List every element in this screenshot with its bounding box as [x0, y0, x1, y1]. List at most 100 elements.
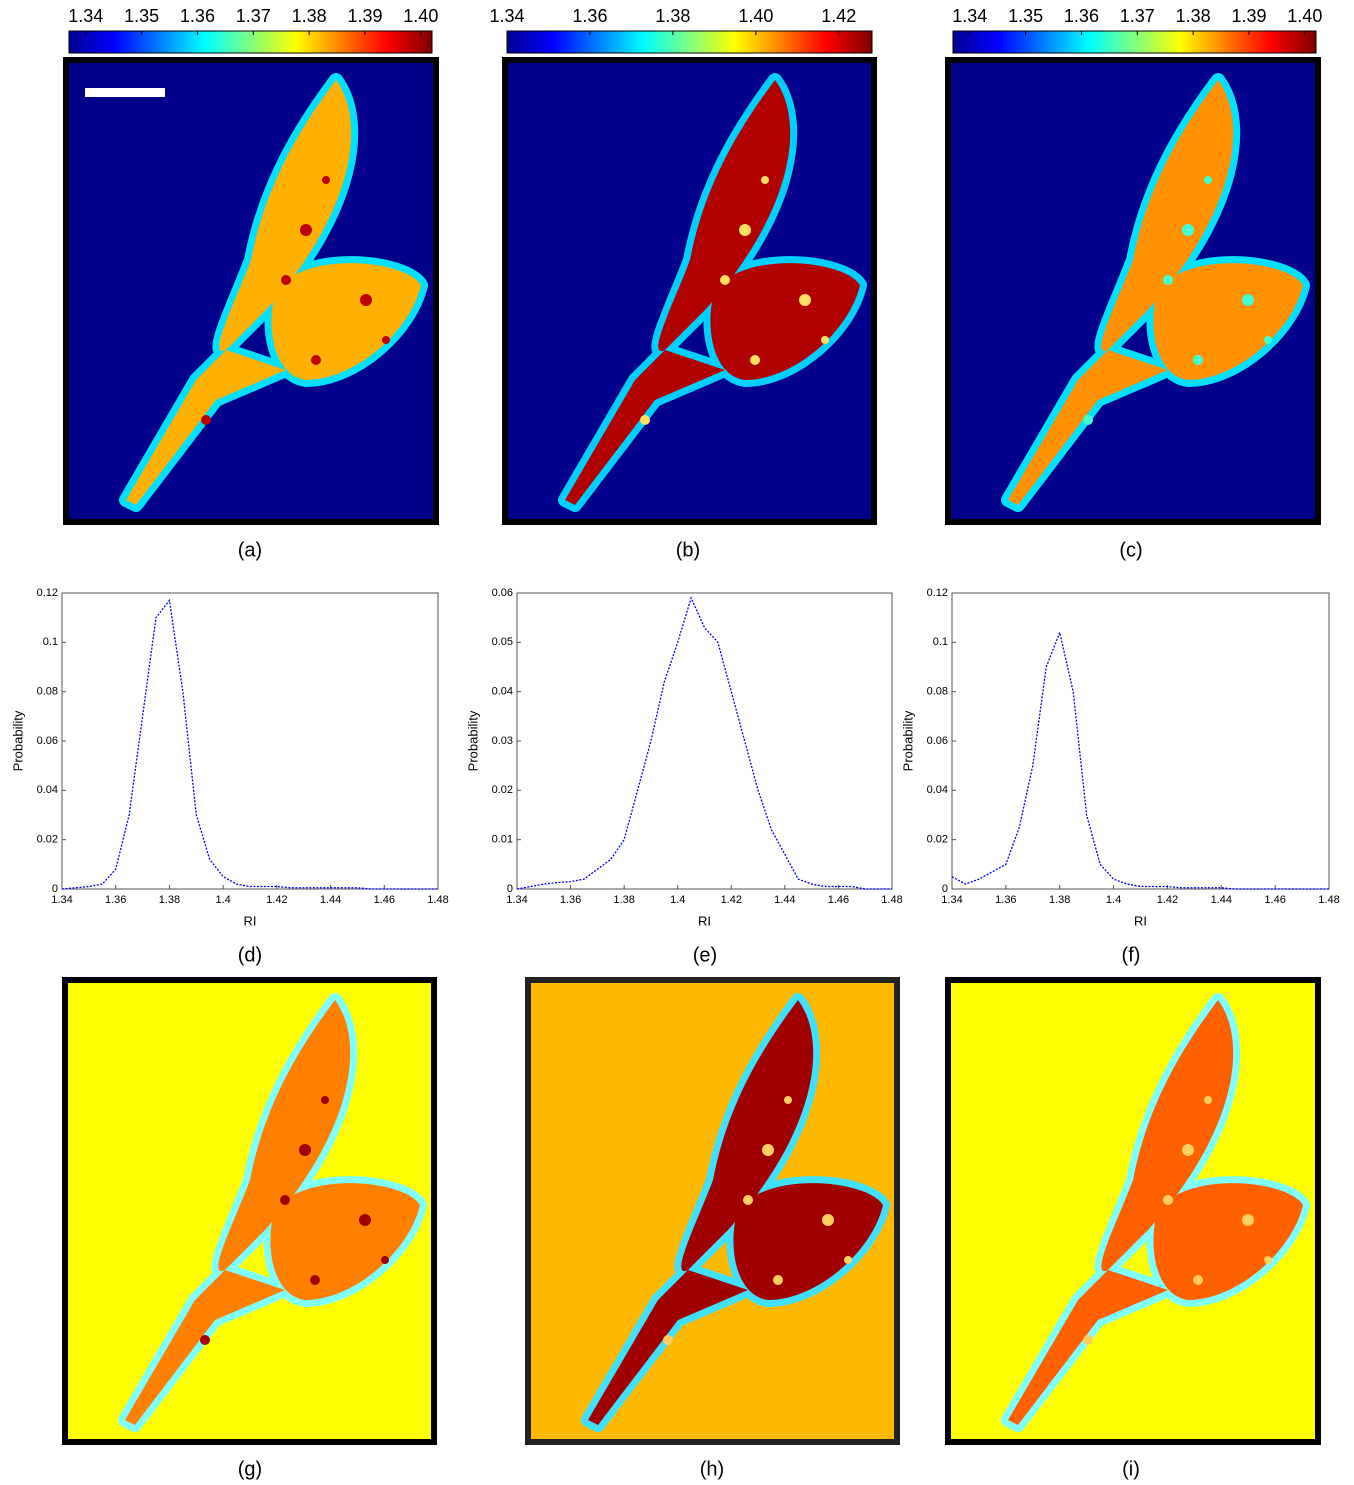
panel-label: (g): [238, 1458, 262, 1480]
x-tick-label: 1.46: [374, 894, 395, 906]
colorbar-tick-label: 1.40: [738, 6, 773, 26]
panel-label: (a): [238, 539, 262, 561]
y-tick-label: 0.03: [492, 735, 513, 747]
y-axis-label: Probability: [900, 710, 915, 771]
y-tick-label: 0.01: [492, 834, 513, 846]
colorbar: [506, 30, 873, 54]
colorbar-tick-label: 1.39: [347, 6, 382, 26]
plot-frame: [516, 592, 893, 890]
colorbar-tick-label: 1.34: [68, 6, 103, 26]
x-tick-label: 1.44: [774, 894, 795, 906]
colorbar-tick-label: 1.40: [403, 6, 438, 26]
colorbar: [68, 30, 433, 54]
x-axis-label: RI: [244, 913, 257, 928]
y-tick-label: 0.06: [37, 735, 58, 747]
y-axis-label: Probability: [10, 710, 25, 771]
image-frame: [62, 977, 437, 1445]
image-panel: [62, 977, 437, 1445]
x-tick-label: 1.4: [670, 894, 685, 906]
y-tick-label: 0.1: [933, 636, 948, 648]
image-panel: [63, 57, 439, 525]
colorbar-tick-label: 1.42: [821, 6, 856, 26]
y-tick-label: 0.04: [492, 686, 513, 698]
y-tick-label: 0.04: [37, 784, 58, 796]
y-tick-label: 0: [942, 883, 948, 895]
x-tick-label: 1.48: [427, 894, 448, 906]
x-tick-label: 1.38: [159, 894, 180, 906]
x-tick-label: 1.44: [320, 894, 341, 906]
x-tick-label: 1.46: [1264, 894, 1285, 906]
panel-label: (h): [700, 1458, 724, 1480]
image-frame: [945, 977, 1321, 1445]
x-tick-label: 1.46: [828, 894, 849, 906]
plot-frame: [61, 592, 439, 890]
x-tick-label: 1.4: [215, 894, 230, 906]
y-tick-label: 0.02: [37, 834, 58, 846]
x-tick-label: 1.42: [721, 894, 742, 906]
colorbar-tick-label: 1.35: [1008, 6, 1043, 26]
colorbar-tick-label: 1.37: [1120, 6, 1155, 26]
x-tick-label: 1.36: [560, 894, 581, 906]
colorbar-tick-label: 1.38: [655, 6, 690, 26]
x-axis-label: RI: [698, 913, 711, 928]
y-tick-label: 0.1: [43, 636, 58, 648]
y-tick-label: 0: [52, 883, 58, 895]
colorbar-tick-label: 1.39: [1231, 6, 1266, 26]
image-frame: [945, 57, 1321, 525]
panel-label: (e): [693, 944, 717, 966]
data-line: [61, 598, 438, 890]
y-tick-label: 0.06: [927, 735, 948, 747]
colorbar: [952, 30, 1317, 54]
panel-label: (b): [676, 539, 700, 561]
y-tick-label: 0: [507, 883, 513, 895]
colorbar-tick-label: 1.34: [489, 6, 524, 26]
x-tick-label: 1.36: [995, 894, 1016, 906]
colorbar-tick-label: 1.34: [952, 6, 987, 26]
x-tick-label: 1.42: [266, 894, 287, 906]
image-frame: [63, 57, 439, 525]
panel-label: (d): [238, 944, 262, 966]
y-tick-label: 0.05: [492, 636, 513, 648]
plot-frame: [951, 592, 1330, 890]
x-axis-label: RI: [1134, 913, 1147, 928]
image-panel: [502, 57, 877, 525]
panel-label: (f): [1122, 944, 1141, 966]
x-tick-label: 1.38: [613, 894, 634, 906]
y-tick-label: 0.02: [492, 784, 513, 796]
y-tick-label: 0.08: [37, 686, 58, 698]
image-panel: [945, 57, 1321, 525]
x-tick-label: 1.48: [1318, 894, 1339, 906]
colorbar-tick-label: 1.37: [236, 6, 271, 26]
image-panel: [945, 977, 1321, 1445]
scale-bar: [85, 88, 165, 97]
image-frame: [525, 977, 900, 1445]
x-tick-label: 1.36: [105, 894, 126, 906]
colorbar-tick-label: 1.35: [124, 6, 159, 26]
colorbar-tick-label: 1.40: [1287, 6, 1322, 26]
x-tick-label: 1.4: [1106, 894, 1121, 906]
y-tick-label: 0.06: [492, 587, 513, 599]
x-tick-label: 1.34: [506, 894, 527, 906]
colorbar-tick-label: 1.36: [180, 6, 215, 26]
x-tick-label: 1.48: [881, 894, 902, 906]
x-tick-label: 1.34: [941, 894, 962, 906]
y-tick-label: 0.12: [927, 587, 948, 599]
colorbar-tick-label: 1.38: [292, 6, 327, 26]
image-frame: [502, 57, 877, 525]
x-tick-label: 1.44: [1211, 894, 1232, 906]
image-panel: [525, 977, 900, 1445]
y-tick-label: 0.04: [927, 784, 948, 796]
y-axis-label: Probability: [465, 710, 480, 771]
panel-label: (i): [1122, 1458, 1140, 1480]
y-tick-label: 0.12: [37, 587, 58, 599]
y-tick-label: 0.02: [927, 834, 948, 846]
panel-label: (c): [1119, 539, 1142, 561]
colorbar-tick-label: 1.36: [1064, 6, 1099, 26]
x-tick-label: 1.42: [1157, 894, 1178, 906]
colorbar-tick-label: 1.36: [572, 6, 607, 26]
y-tick-label: 0.08: [927, 686, 948, 698]
colorbar-tick-label: 1.38: [1176, 6, 1211, 26]
x-tick-label: 1.34: [51, 894, 72, 906]
x-tick-label: 1.38: [1049, 894, 1070, 906]
